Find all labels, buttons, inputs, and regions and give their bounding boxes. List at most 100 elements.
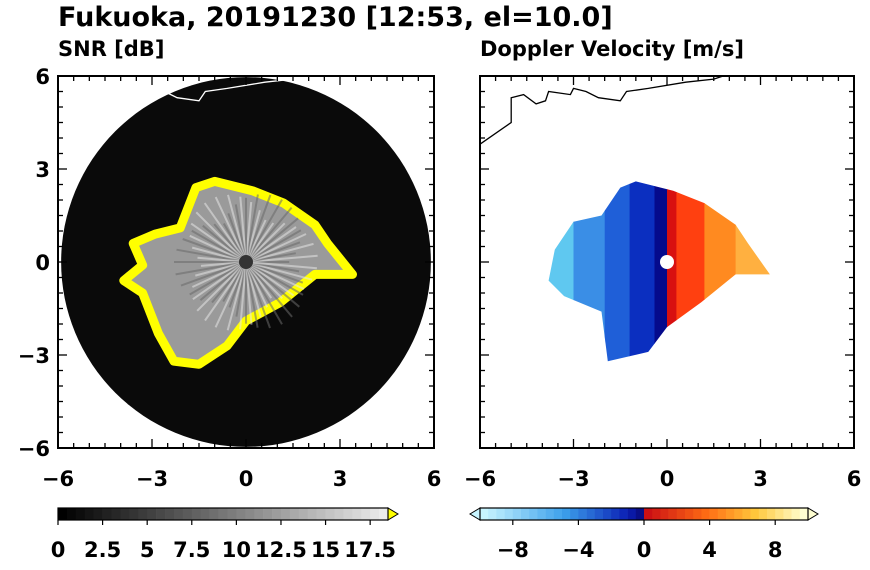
x-tick-label: −6: [42, 467, 74, 491]
colorbar-cell: [537, 508, 546, 520]
colorbar-tick-label: 4: [702, 538, 717, 562]
colorbar-cell: [496, 508, 505, 520]
colorbar-cell: [758, 508, 768, 520]
colorbar-tick-label: 8: [768, 538, 783, 562]
doppler-velocity-band: [573, 181, 606, 362]
colorbar-cell: [165, 508, 175, 520]
colorbar-cell: [272, 508, 282, 520]
snr-ray: [175, 261, 247, 276]
colorbar-cell: [102, 508, 112, 520]
colorbar-cell: [200, 508, 210, 520]
doppler-radar-site-marker: [660, 255, 674, 269]
colorbar-cell: [726, 508, 735, 520]
doppler-panel: Doppler Velocity [m/s] −6 −3 0 3 6 −8 −4 0 4 8: [464, 37, 861, 562]
colorbar-cell: [799, 508, 809, 520]
colorbar-tick-label: 12.5: [255, 538, 307, 562]
colorbar-cell: [120, 508, 130, 520]
colorbar-max-arrow: [807, 507, 819, 521]
colorbar-cell: [58, 508, 68, 520]
snr-ray: [204, 261, 247, 322]
colorbar-cell: [138, 508, 148, 520]
colorbar-cell: [594, 508, 604, 520]
colorbar-min-arrow: [469, 507, 481, 521]
colorbar-tick-label: 10: [222, 538, 251, 562]
colorbar-cell: [379, 508, 389, 520]
colorbar-cell: [521, 508, 530, 520]
y-tick-label: −6: [18, 437, 50, 461]
colorbar-cell: [570, 508, 579, 520]
colorbar-tick-label: −8: [497, 538, 529, 562]
snr-coastline: [58, 76, 303, 145]
x-tick-label: −3: [557, 467, 589, 491]
colorbar-tick-label: 5: [140, 538, 155, 562]
colorbar-cell: [480, 508, 489, 520]
doppler-coastline: [480, 76, 724, 145]
colorbar-cell: [75, 508, 86, 520]
doppler-axes: −6 −3 0 3 6: [464, 75, 861, 491]
snr-ray: [245, 194, 259, 263]
colorbar-cell: [66, 508, 77, 520]
snr-panel: SNR [dB] −6 −3 0 3 6 −6 −3 0 3 6 0 2.5 5 7.5 10 12.5 15…: [18, 37, 442, 562]
colorbar-cell: [129, 508, 139, 520]
colorbar-cell: [619, 508, 628, 520]
colorbar-cell: [504, 508, 514, 520]
colorbar-cell: [370, 508, 380, 520]
colorbar-cell: [529, 508, 538, 520]
x-tick-label: −6: [464, 467, 496, 491]
snr-ray: [195, 211, 247, 263]
snr-ray: [245, 199, 283, 263]
colorbar-cell: [218, 508, 228, 520]
colorbar-cell: [325, 508, 335, 520]
colorbar-cell: [254, 508, 264, 520]
colorbar-cell: [685, 508, 694, 520]
colorbar-cell: [635, 508, 645, 520]
colorbar-cell: [775, 508, 784, 520]
colorbar-cell: [783, 508, 792, 520]
colorbar-cell: [668, 508, 678, 520]
colorbar-tick-label: 0: [637, 538, 652, 562]
y-tick-label: −3: [18, 344, 50, 368]
colorbar-cell: [488, 508, 497, 520]
snr-ray: [203, 202, 247, 263]
colorbar-cell: [343, 508, 353, 520]
colorbar-cell: [263, 508, 273, 520]
doppler-velocity-band: [676, 181, 705, 362]
x-tick-label: 3: [333, 467, 348, 491]
colorbar-tick-label: 7.5: [173, 538, 210, 562]
colorbar-cell: [147, 508, 157, 520]
colorbar-cell: [93, 508, 103, 520]
snr-axes: −6 −3 0 3 6 −6 −3 0 3 6: [18, 65, 442, 491]
colorbar-tick-label: 2.5: [84, 538, 121, 562]
colorbar-cell: [227, 508, 237, 520]
colorbar-max-arrow: [387, 507, 399, 521]
doppler-velocity-band: [604, 181, 631, 362]
colorbar-cell: [173, 508, 184, 520]
doppler-panel-title: Doppler Velocity [m/s]: [480, 37, 744, 61]
colorbar-cell: [611, 508, 620, 520]
colorbar-cell: [111, 508, 121, 520]
y-tick-label: 0: [35, 251, 50, 275]
colorbar-cell: [562, 508, 571, 520]
colorbar-cell: [553, 508, 563, 520]
colorbar-cell: [734, 508, 743, 520]
colorbar-cell: [298, 508, 309, 520]
snr-ray: [214, 196, 247, 263]
snr-ray: [214, 261, 247, 328]
colorbar-cell: [334, 508, 344, 520]
snr-ray: [245, 206, 293, 263]
doppler-velocity-band: [704, 181, 737, 362]
colorbar-cell: [289, 508, 300, 520]
snr-ray: [226, 261, 247, 331]
colorbar-cell: [280, 508, 291, 520]
x-tick-label: 3: [753, 467, 768, 491]
colorbar-cell: [307, 508, 317, 520]
doppler-velocity-band: [667, 181, 677, 362]
colorbar-cell: [660, 508, 669, 520]
snr-ray: [245, 261, 300, 308]
colorbar-cell: [586, 508, 596, 520]
colorbar-cell: [84, 508, 94, 520]
snr-ray: [245, 242, 314, 263]
colorbar-tick-label: 15: [311, 538, 340, 562]
snr-colorbar: 0 2.5 5 7.5 10 12.5 15 17.5: [51, 507, 399, 562]
